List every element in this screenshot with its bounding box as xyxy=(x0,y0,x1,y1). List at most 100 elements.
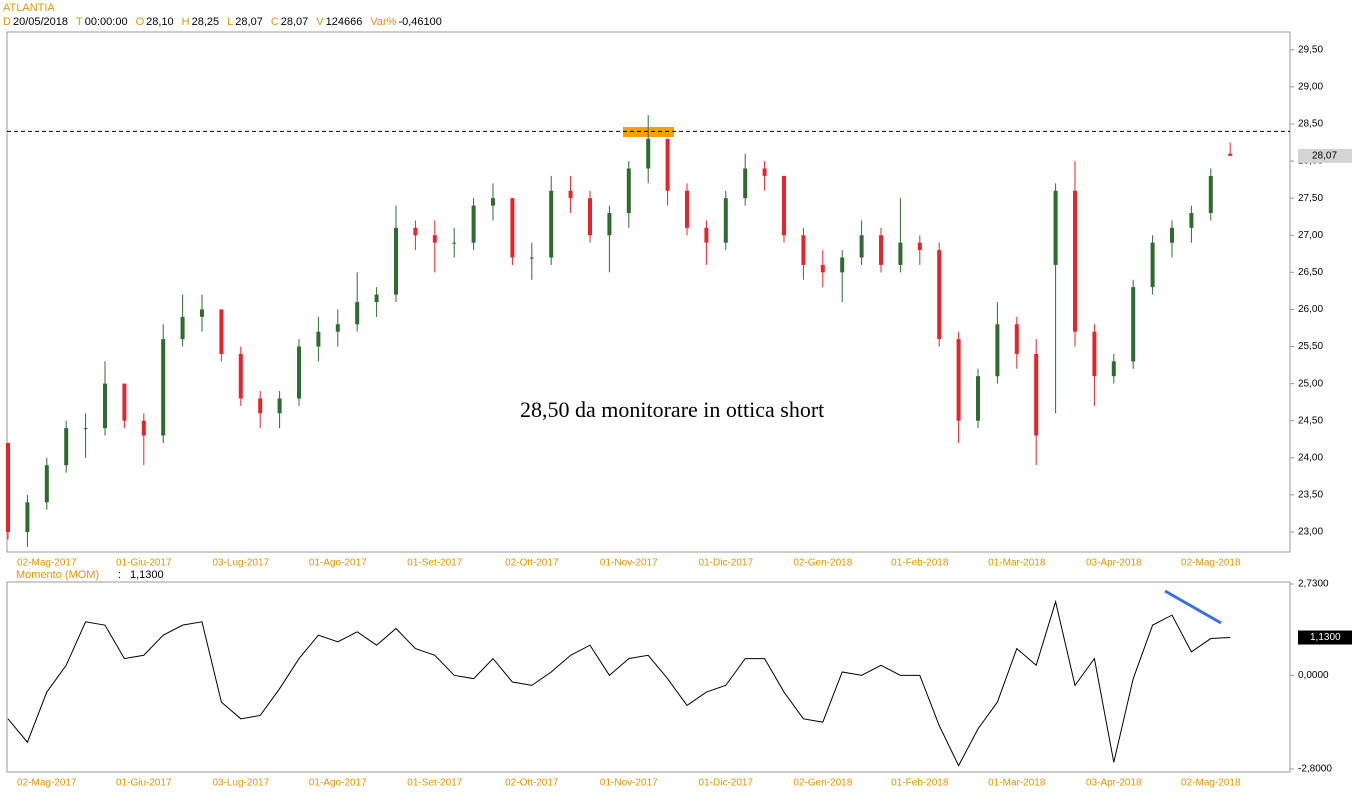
last-value-box xyxy=(1298,148,1352,163)
field-value: 20/05/2018 xyxy=(13,16,68,28)
last-value-label: 1,1300 xyxy=(1310,632,1341,643)
candle-body xyxy=(316,331,321,347)
x-tick-label: 02-Ott-2017 xyxy=(505,558,559,569)
candle-body xyxy=(141,420,146,436)
candle-body xyxy=(200,309,204,317)
last-value-label: 28,07 xyxy=(1312,151,1337,162)
candle-body xyxy=(801,235,806,265)
candle-body xyxy=(44,465,49,503)
annotation: 28,50 da monitorare in ottica short xyxy=(520,397,824,422)
candle-body xyxy=(1073,190,1077,332)
candle-body xyxy=(238,353,243,399)
candle-body xyxy=(1131,287,1136,362)
candle-body xyxy=(103,383,107,429)
candle-body xyxy=(180,316,185,340)
candle-body xyxy=(917,242,922,251)
candle-body xyxy=(743,168,748,199)
candle-body xyxy=(64,428,69,466)
x-tick-label: 01-Giu-2017 xyxy=(116,558,172,569)
candle-body xyxy=(394,227,398,295)
x-tick-label: 01-Dic-2017 xyxy=(699,778,754,789)
candle-body xyxy=(820,264,825,273)
candle-body xyxy=(1189,212,1194,228)
x-tick-label: 02-Ott-2017 xyxy=(505,778,559,789)
indicator-value: 1,1300 xyxy=(130,569,164,581)
price-panel xyxy=(6,31,1291,553)
candle-body xyxy=(122,383,127,421)
field-key: T xyxy=(76,16,83,28)
field-key: L xyxy=(227,16,233,28)
indicator-name: Momento (MOM) xyxy=(16,569,99,581)
y-tick-label: 26,00 xyxy=(1298,304,1323,315)
field-key: O xyxy=(136,16,145,28)
candle-body xyxy=(723,198,728,243)
candle-body xyxy=(471,205,476,243)
y-tick-label: 27,50 xyxy=(1298,193,1323,204)
candle-body xyxy=(607,212,612,236)
candle-body xyxy=(549,190,554,258)
candle-body xyxy=(374,294,379,303)
x-tick-label: 01-Giu-2017 xyxy=(116,778,172,789)
candle-body xyxy=(665,138,670,191)
candle-body xyxy=(1228,153,1233,156)
candle-body xyxy=(568,190,573,199)
x-tick-label: 01-Ago-2017 xyxy=(309,558,367,569)
y-tick-label: -2,8000 xyxy=(1298,764,1332,775)
field-value: 28,25 xyxy=(192,16,220,28)
x-tick-label: 01-Ago-2017 xyxy=(309,778,367,789)
candle-body xyxy=(1014,324,1019,354)
field-value: 28,07 xyxy=(281,16,309,28)
x-tick-label: 01-Nov-2017 xyxy=(600,778,658,789)
y-tick-label: 29,50 xyxy=(1298,44,1323,55)
field-key: Var% xyxy=(370,16,396,28)
x-tick-label: 02-Gen-2018 xyxy=(793,778,852,789)
x-tick-label: 02-Gen-2018 xyxy=(793,558,852,569)
field-key: C xyxy=(271,16,279,28)
x-tick-label: 03-Apr-2018 xyxy=(1086,558,1142,569)
y-tick-label: 26,50 xyxy=(1298,267,1323,278)
y-tick-label: 23,50 xyxy=(1298,490,1323,501)
candle-body xyxy=(859,235,864,258)
candle-body xyxy=(277,398,282,414)
candle-body xyxy=(976,376,980,421)
last-value-box xyxy=(1298,630,1352,645)
x-tick-label: 02-Mag-2018 xyxy=(1181,558,1241,569)
candle-body xyxy=(219,309,224,354)
field-value: 124666 xyxy=(326,16,363,28)
candle-body xyxy=(704,227,709,243)
y-tick-label: 27,00 xyxy=(1298,230,1323,241)
candle-body xyxy=(762,168,767,176)
field-value: 28,07 xyxy=(235,16,263,28)
x-tick-label: 03-Lug-2017 xyxy=(212,558,269,569)
x-tick-label: 01-Mar-2018 xyxy=(988,778,1046,789)
candle-body xyxy=(956,339,961,421)
y-tick-label: 25,50 xyxy=(1298,341,1323,352)
candle-body xyxy=(297,346,301,399)
candle-body xyxy=(1092,331,1097,377)
candle-body xyxy=(161,339,166,436)
candle-body xyxy=(491,198,495,206)
y-tick-label: 28,50 xyxy=(1298,119,1323,130)
candle-body xyxy=(510,198,515,258)
x-tick-label: 01-Nov-2017 xyxy=(600,558,658,569)
candle-body xyxy=(1111,361,1116,377)
trend-line xyxy=(1164,589,1222,625)
candle-body xyxy=(529,257,534,259)
candle-body xyxy=(452,242,457,244)
x-tick-label: 01-Set-2017 xyxy=(407,558,462,569)
y-tick-label: 2,7300 xyxy=(1298,579,1329,590)
candle-body xyxy=(413,227,418,236)
candle-body xyxy=(588,198,592,236)
candle-body xyxy=(1208,175,1213,213)
candle-body xyxy=(646,138,651,169)
candle-body xyxy=(258,398,263,414)
candle-body xyxy=(25,502,30,532)
field-key: D xyxy=(3,16,11,28)
candle-body xyxy=(355,302,360,325)
indicator-sep: : xyxy=(118,569,121,581)
x-tick-label: 03-Apr-2018 xyxy=(1086,778,1142,789)
candle-body xyxy=(840,257,845,273)
candle-body xyxy=(937,250,942,340)
